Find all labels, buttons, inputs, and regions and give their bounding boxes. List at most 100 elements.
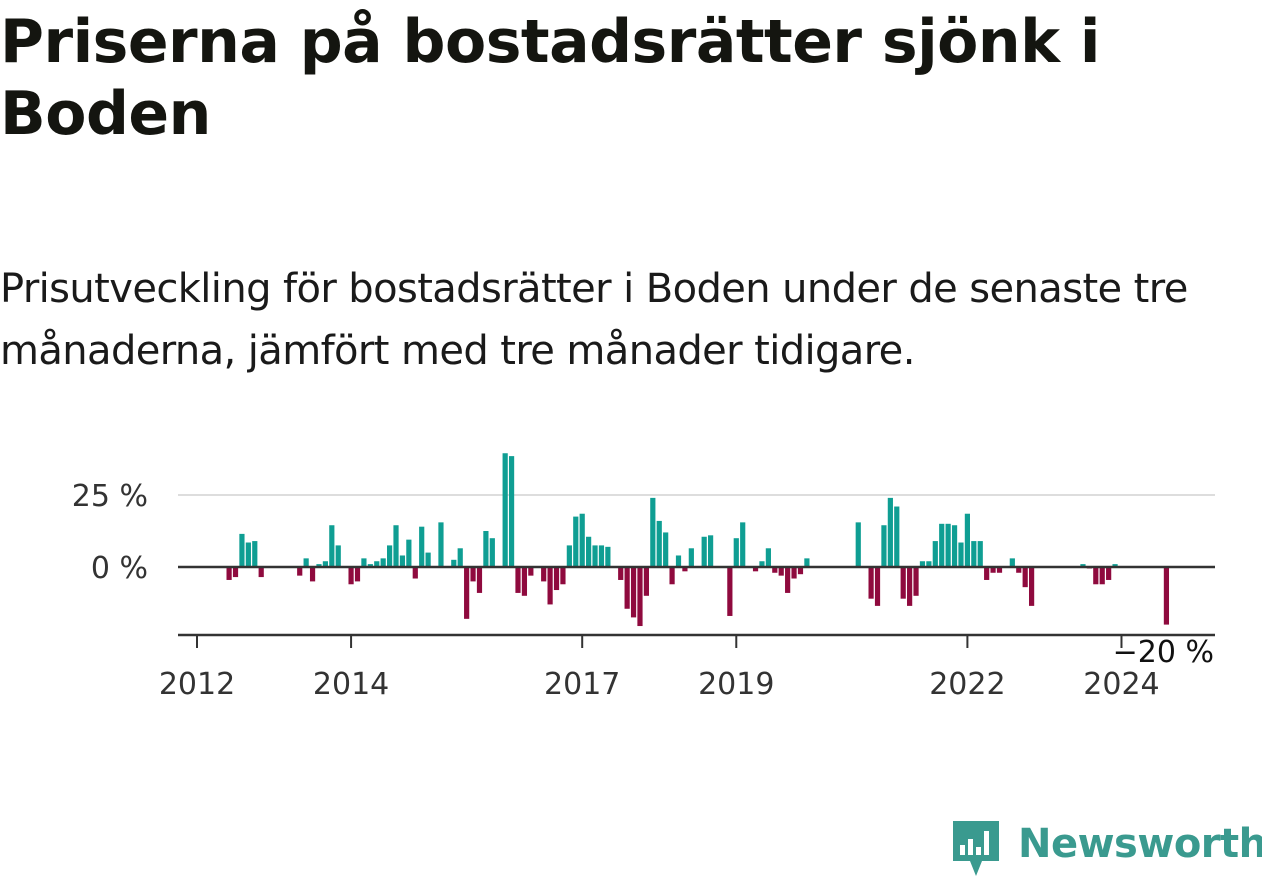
bar xyxy=(868,567,874,599)
bar xyxy=(919,561,926,567)
bar xyxy=(297,567,303,576)
bar xyxy=(476,567,483,593)
bar xyxy=(1112,564,1118,567)
bar xyxy=(1009,558,1015,567)
bar xyxy=(451,559,457,567)
bar xyxy=(1093,567,1099,585)
bar xyxy=(252,541,258,567)
bar xyxy=(1016,567,1022,573)
bar xyxy=(573,516,579,567)
bar xyxy=(1022,567,1028,588)
bar xyxy=(618,567,624,580)
bar xyxy=(239,533,245,567)
bar-chart: 25 % 0 % 2012 2014 2017 2019 2022 2024 −20 %−2… xyxy=(72,453,1217,702)
bar xyxy=(964,513,970,567)
bar xyxy=(553,567,560,591)
bar xyxy=(393,525,399,567)
bar xyxy=(900,567,906,599)
bar xyxy=(797,567,804,575)
bar xyxy=(939,523,945,567)
bar xyxy=(990,567,996,573)
bar xyxy=(1080,564,1086,567)
bar xyxy=(425,552,431,567)
bar xyxy=(309,567,316,582)
bar xyxy=(1106,567,1112,580)
page-title: Priserna på bostadsrätter sjönk i Boden xyxy=(0,7,1100,149)
bar xyxy=(335,545,341,567)
bar xyxy=(701,536,707,567)
bar xyxy=(765,548,771,567)
x-tick-label: 2012 xyxy=(159,667,235,702)
bar xyxy=(541,567,547,582)
bar xyxy=(637,567,643,627)
bar xyxy=(412,567,418,579)
bar xyxy=(521,567,528,596)
bar xyxy=(881,525,887,567)
bar xyxy=(791,567,797,579)
bar xyxy=(945,523,951,567)
bar xyxy=(380,558,386,567)
bar xyxy=(926,561,932,567)
newsworthy-logo[interactable]: Newsworthy xyxy=(950,818,1262,876)
bar xyxy=(650,497,656,567)
bar xyxy=(996,567,1003,573)
bar xyxy=(598,545,605,567)
bar xyxy=(374,561,380,567)
bar xyxy=(682,567,688,572)
bar xyxy=(329,525,335,567)
bar xyxy=(303,558,309,567)
bar xyxy=(354,567,361,582)
bar xyxy=(708,535,714,567)
bar xyxy=(887,497,893,567)
bar xyxy=(483,531,489,567)
bar xyxy=(367,564,373,567)
bar xyxy=(566,545,572,567)
bar xyxy=(579,513,585,567)
bar xyxy=(951,525,958,567)
bar xyxy=(322,561,328,567)
bar xyxy=(675,555,682,567)
bar xyxy=(232,567,239,578)
bar xyxy=(560,567,566,585)
bar xyxy=(669,567,675,585)
bar xyxy=(438,522,444,567)
bar xyxy=(932,541,938,567)
bar xyxy=(855,522,861,567)
bar xyxy=(348,567,354,585)
bar xyxy=(605,546,611,567)
annotation-halo: −20 % xyxy=(1113,635,1214,670)
bar xyxy=(663,532,669,567)
brand-name: Newsworthy xyxy=(1018,821,1262,867)
bar xyxy=(984,567,990,580)
y-tick-labels: 25 % 0 % xyxy=(72,479,148,586)
bar xyxy=(1163,567,1170,625)
bar xyxy=(958,542,964,567)
bars xyxy=(226,453,1170,627)
bar xyxy=(643,567,649,596)
bar xyxy=(387,545,393,567)
y-tick-label: 25 % xyxy=(72,479,148,514)
bar xyxy=(1099,567,1105,585)
bar xyxy=(470,567,476,582)
bar xyxy=(971,541,977,567)
bar xyxy=(406,539,412,567)
x-ticks: 2012 2014 2017 2019 2022 2024 xyxy=(159,635,1160,702)
bar xyxy=(778,567,784,576)
bar xyxy=(759,561,765,567)
bar xyxy=(226,567,232,580)
bar xyxy=(361,558,367,567)
x-tick-label: 2019 xyxy=(698,667,774,702)
bar xyxy=(528,567,534,576)
bar xyxy=(752,567,759,572)
bar xyxy=(489,538,495,567)
chart-subtitle: Prisutveckling för bostadsrätter i Boden… xyxy=(0,266,1188,374)
bar xyxy=(508,456,515,567)
x-tick-label: 2017 xyxy=(544,667,620,702)
bar xyxy=(245,542,251,567)
annotation-label: −20 % xyxy=(1113,635,1214,670)
bar xyxy=(907,567,913,606)
bar xyxy=(316,564,322,567)
bar xyxy=(547,567,553,605)
y-tick-label: 0 % xyxy=(91,551,148,586)
bar xyxy=(419,526,425,567)
